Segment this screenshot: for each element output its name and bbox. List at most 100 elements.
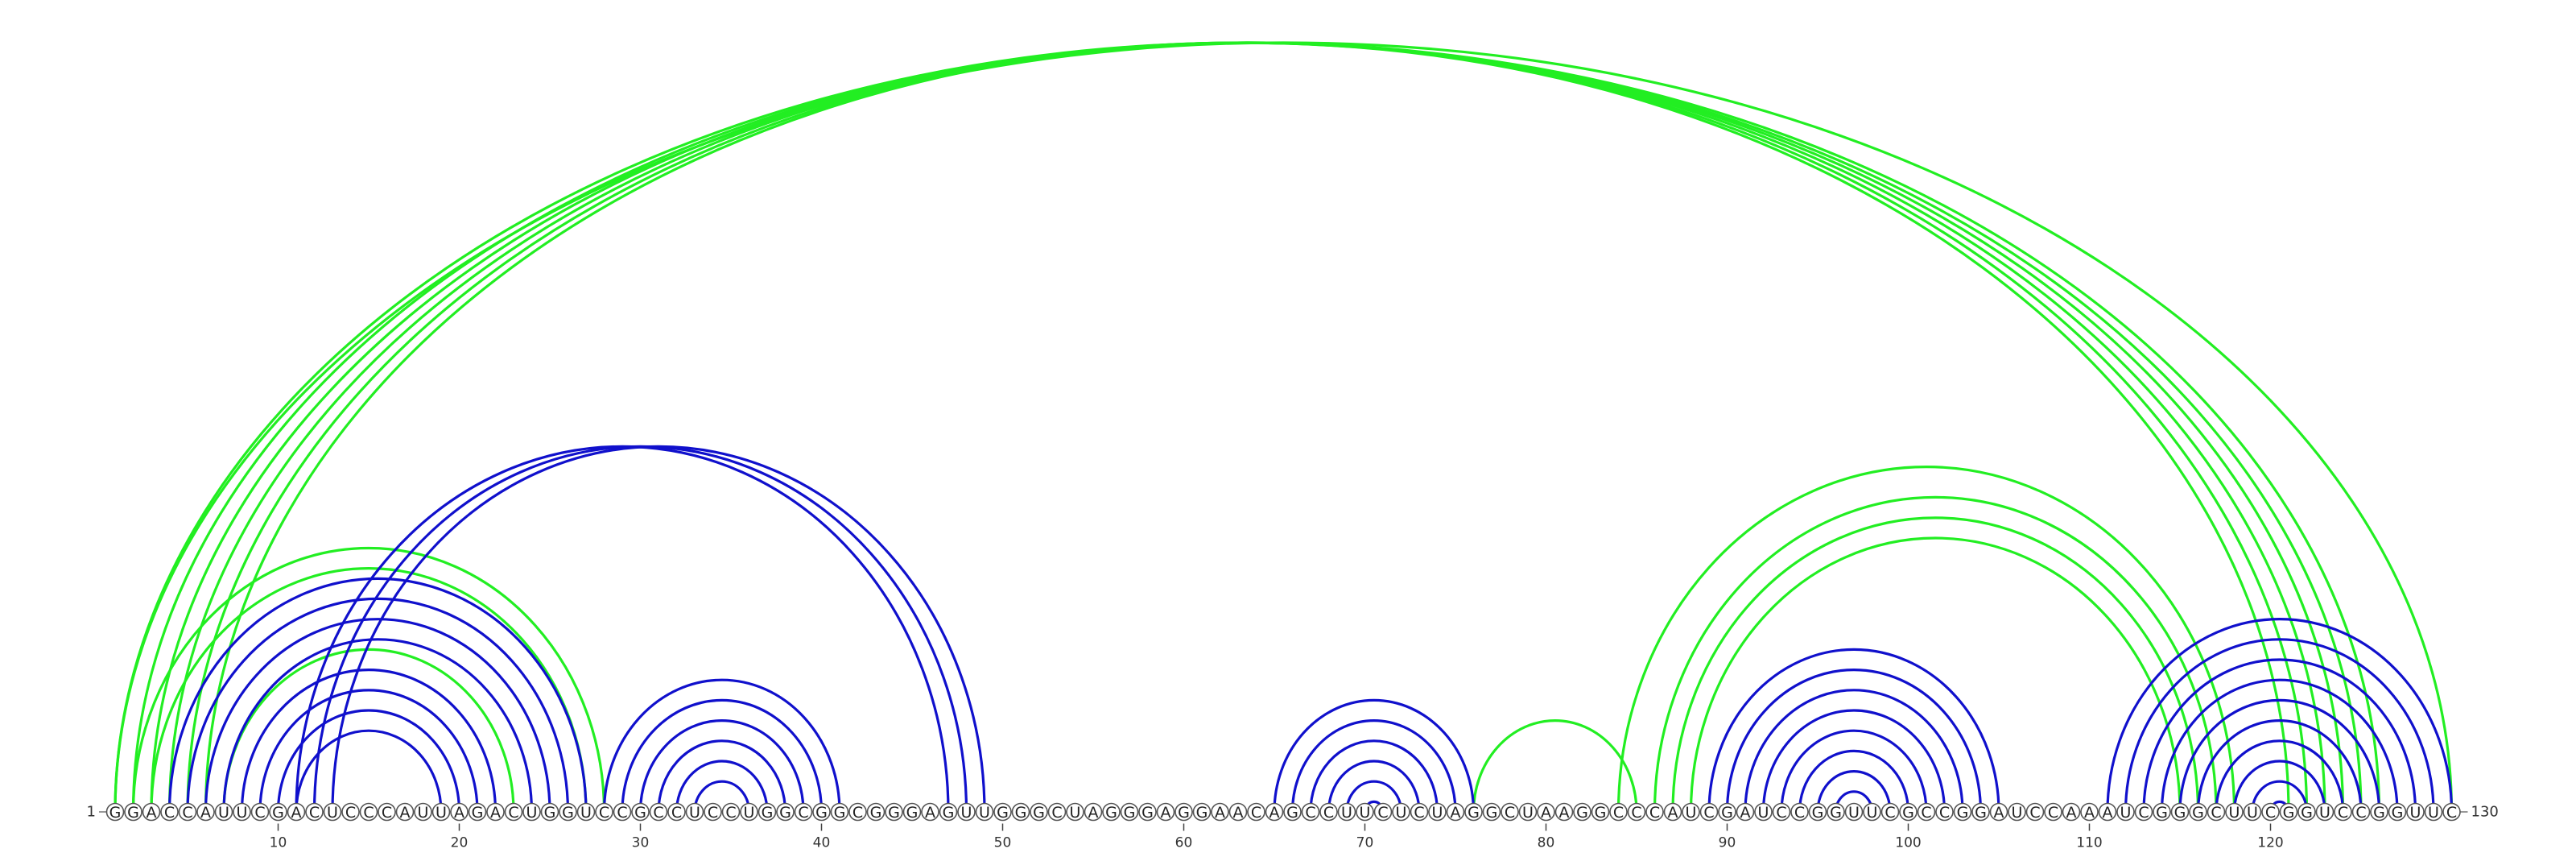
nucleotide-circle: [486, 802, 505, 822]
nucleotide-letter: C: [2029, 804, 2040, 822]
nucleotide-letter: C: [1051, 804, 1062, 822]
nucleotide-letter: U: [1867, 804, 1878, 822]
nucleotide-circle: [885, 802, 903, 822]
nucleotide-letter: A: [1541, 804, 1551, 822]
nucleotide-letter: A: [1451, 804, 1461, 822]
nucleotide-letter: C: [1505, 804, 1515, 822]
nucleotide-circle: [105, 802, 125, 822]
nucleotide: C: [2442, 802, 2461, 822]
nucleotide-circle: [2044, 802, 2062, 822]
nucleotide-letter: G: [815, 804, 828, 822]
nucleotide-circle: [1827, 802, 1845, 822]
nucleotide-circle: [305, 802, 324, 822]
nucleotide: G: [1030, 802, 1048, 822]
base-pair-arc: [204, 41, 2290, 813]
nucleotide-circle: [595, 802, 613, 822]
nucleotide-circle: [1663, 802, 1682, 822]
base-pair-arc: [1616, 466, 2236, 813]
nucleotide: A: [196, 802, 215, 822]
nucleotide-letter: C: [617, 804, 627, 822]
base-pair-arc: [186, 41, 2309, 813]
nucleotide-letter: U: [979, 804, 990, 822]
nucleotide-circle: [957, 802, 976, 822]
nucleotide-circle: [2225, 802, 2244, 822]
nucleotide-letter: C: [1414, 804, 1424, 822]
nucleotide: G: [540, 802, 559, 822]
nucleotide: A: [921, 802, 939, 822]
nucleotide-circle: [142, 802, 161, 822]
nucleotide-letter: C: [708, 804, 718, 822]
nucleotide-circle: [1174, 802, 1193, 822]
nucleotide-letter: G: [1015, 804, 1027, 822]
nucleotide-letter: A: [147, 804, 157, 822]
nucleotide-circle: [1011, 802, 1030, 822]
base-pair-arc: [312, 445, 968, 813]
nucleotide: G: [2297, 802, 2316, 822]
nucleotide-letter: U: [1070, 804, 1081, 822]
nucleotide-circle: [667, 802, 686, 822]
nucleotide-circle: [2189, 802, 2207, 822]
nucleotide-letter: A: [1233, 804, 1244, 822]
nucleotide-letter: G: [1576, 804, 1588, 822]
nucleotide-circle: [1211, 802, 1229, 822]
nucleotide-circle: [450, 802, 469, 822]
base-pair-arc: [204, 618, 551, 813]
nucleotide-circle: [1935, 802, 1954, 822]
nucleotide-circle: [504, 802, 523, 822]
nucleotide-letter: A: [1994, 804, 2004, 822]
nucleotide: U: [2008, 802, 2026, 822]
nucleotide-circle: [1573, 802, 1591, 822]
nucleotide-circle: [2279, 802, 2298, 822]
nucleotide: U: [431, 802, 451, 822]
nucleotide-circle: [1301, 802, 1320, 822]
nucleotide-circle: [1627, 802, 1646, 822]
nucleotide-letter: G: [2174, 804, 2186, 822]
nucleotide-circle: [2025, 802, 2045, 822]
nucleotide-letter: G: [943, 804, 955, 822]
nucleotide-circle: [2442, 802, 2461, 822]
nucleotide-letter: G: [906, 804, 919, 822]
nucleotide: U: [1428, 802, 1447, 822]
tick-label: 70: [1356, 835, 1374, 851]
nucleotide-letter: C: [671, 804, 682, 822]
nucleotide-circle: [1917, 802, 1936, 822]
base-pair-arc: [150, 41, 2345, 813]
nucleotide-letter: C: [345, 804, 356, 822]
nucleotide-letter: G: [1812, 804, 1824, 822]
base-pair-arc: [2196, 719, 2363, 813]
nucleotide-letter: U: [1758, 804, 1769, 822]
nucleotide-circle: [1501, 802, 1519, 822]
nucleotide-circle: [359, 802, 378, 822]
nucleotide-letter: A: [200, 804, 211, 822]
nucleotide-circle: [2098, 802, 2117, 822]
nucleotide: A: [2098, 802, 2117, 822]
nucleotide: G: [1482, 802, 1501, 822]
nucleotide-letter: U: [744, 804, 755, 822]
nucleotide-circle: [2116, 802, 2135, 822]
nucleotide-letter: G: [127, 804, 139, 822]
nucleotide-letter: C: [2446, 804, 2457, 822]
nucleotide-letter: A: [1088, 804, 1099, 822]
nucleotide-letter: U: [2247, 804, 2258, 822]
nucleotide-letter: C: [1323, 804, 1334, 822]
nucleotide-circle: [1120, 802, 1139, 822]
base-pair-arc: [131, 41, 2363, 813]
nucleotide: C: [1609, 802, 1628, 822]
nucleotide: C: [1627, 802, 1646, 822]
nucleotide-letter: A: [2103, 804, 2113, 822]
nucleotide-circle: [1084, 802, 1103, 822]
tick-label: 80: [1538, 835, 1555, 851]
base-pair-arc: [1744, 689, 1964, 813]
nucleotide-circle: [468, 802, 487, 822]
nucleotide-letter: G: [870, 804, 882, 822]
base-pair-arc: [276, 709, 461, 813]
nucleotide-letter: U: [1522, 804, 1534, 822]
start-index-label: 1: [87, 804, 96, 821]
nucleotide-letter: C: [2265, 804, 2276, 822]
nucleotide-letter: G: [2392, 804, 2404, 822]
nucleotide-circle: [1844, 802, 1864, 822]
nucleotide: A: [1736, 802, 1755, 822]
nucleotide-circle: [269, 802, 287, 822]
nucleotide: G: [2170, 802, 2190, 822]
nucleotide-letter: G: [1595, 804, 1607, 822]
